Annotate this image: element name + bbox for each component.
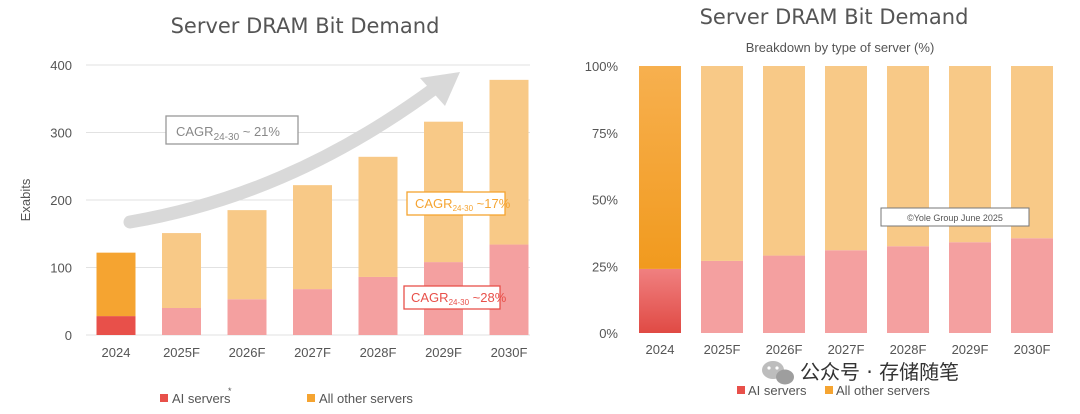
- source-note-text: ©Yole Group June 2025: [907, 213, 1003, 223]
- right-bar-ai-2030F: [1011, 238, 1053, 333]
- legend-other-label: All other servers: [319, 391, 413, 406]
- left-y-tick: 200: [50, 193, 72, 208]
- left-bar-ai-2027F: [293, 289, 332, 335]
- right-bar-other-2026F: [763, 66, 805, 256]
- cagr-total-sub: 24-30: [214, 132, 240, 143]
- left-x-tick: 2027F: [294, 345, 331, 360]
- right-x-tick: 2030F: [1014, 342, 1051, 357]
- svg-text:CAGR24-30 ~28%: CAGR24-30 ~28%: [411, 290, 507, 307]
- left-bar-other-2024: [96, 252, 136, 317]
- left-x-axis: 2024 2025F 2026F 2027F 2028F 2029F 2030F: [102, 345, 528, 360]
- left-bar-ai-2025F: [162, 308, 201, 335]
- right-bar-ai-2025F: [701, 260, 743, 333]
- right-bar-ai-2028F: [887, 246, 929, 333]
- left-x-tick: 2024: [102, 345, 131, 360]
- right-bar-ai-2024: [639, 268, 681, 333]
- right-x-tick: 2027F: [828, 342, 865, 357]
- left-y-axis-label: Exabits: [18, 178, 33, 221]
- right-y-tick: 0%: [599, 326, 618, 341]
- left-bar-other-2030F: [489, 79, 529, 245]
- right-bar-other-2025F: [701, 66, 743, 261]
- growth-arrow-icon: [123, 72, 460, 229]
- left-y-tick: 100: [50, 261, 72, 276]
- left-bar-ai-2026F: [227, 299, 267, 335]
- left-chart-title: Server DRAM Bit Demand: [171, 14, 440, 38]
- right-x-axis: 2024 2025F 2026F 2027F 2028F 2029F 2030F: [646, 342, 1051, 357]
- left-y-tick: 0: [65, 328, 72, 343]
- watermark-text: 公众号 · 存储随笔: [800, 360, 959, 384]
- left-bar-other-2025F: [162, 233, 201, 308]
- watermark: 公众号 · 存储随笔: [762, 360, 959, 385]
- wechat-icon: [762, 361, 794, 385]
- left-x-tick: 2025F: [163, 345, 200, 360]
- left-bar-other-2027F: [293, 185, 332, 290]
- svg-text:CAGR24-30 ~ 21%: CAGR24-30 ~ 21%: [176, 124, 280, 143]
- cagr-ai-sub: 24-30: [449, 298, 470, 307]
- right-legend-other-label: All other servers: [836, 383, 930, 398]
- right-chart-title: Server DRAM Bit Demand: [700, 5, 969, 29]
- left-x-tick: 2026F: [229, 345, 266, 360]
- left-y-tick: 400: [50, 58, 72, 73]
- left-legend: AI servers * All other servers: [160, 386, 413, 406]
- left-bar-other-2026F: [227, 210, 267, 300]
- right-x-tick: 2026F: [766, 342, 803, 357]
- cagr-ai-prefix: CAGR: [411, 290, 449, 305]
- right-chart-subtitle: Breakdown by type of server (%): [746, 40, 935, 55]
- right-y-axis: 0% 25% 50% 75% 100%: [585, 59, 619, 341]
- right-y-tick: 75%: [592, 126, 618, 141]
- right-y-tick: 100%: [585, 59, 619, 74]
- cagr-total-prefix: CAGR: [176, 124, 214, 139]
- cagr-other-suffix: ~17%: [473, 196, 511, 211]
- right-legend-other-swatch: [825, 386, 833, 394]
- right-bars: [639, 66, 1053, 333]
- right-legend: AI servers All other servers: [737, 383, 930, 398]
- right-y-tick: 25%: [592, 259, 618, 274]
- cagr-total-annotation: CAGR24-30 ~ 21%: [165, 115, 299, 145]
- right-chart: Server DRAM Bit Demand Breakdown by type…: [585, 5, 1053, 398]
- cagr-total-suffix: ~ 21%: [239, 124, 280, 139]
- right-bar-other-2027F: [825, 66, 867, 251]
- cagr-ai-annotation: CAGR24-30 ~28%: [403, 285, 507, 310]
- cagr-other-prefix: CAGR: [415, 196, 453, 211]
- left-x-tick: 2029F: [425, 345, 462, 360]
- legend-ai-label: AI servers: [172, 391, 231, 406]
- right-x-tick: 2024: [646, 342, 675, 357]
- left-y-tick: 300: [50, 126, 72, 141]
- cagr-other-sub: 24-30: [453, 204, 474, 213]
- right-bar-ai-2027F: [825, 250, 867, 333]
- left-bars: [96, 79, 529, 335]
- right-bar-ai-2029F: [949, 242, 991, 333]
- legend-other-swatch: [307, 394, 315, 402]
- right-bar-ai-2026F: [763, 255, 805, 333]
- right-legend-ai-swatch: [737, 386, 745, 394]
- left-bar-other-2028F: [358, 156, 398, 277]
- legend-ai-swatch: [160, 394, 168, 402]
- cagr-other-annotation: CAGR24-30 ~17%: [406, 191, 511, 216]
- left-x-tick: 2030F: [491, 345, 528, 360]
- right-bar-other-2024: [639, 66, 681, 269]
- right-x-tick: 2029F: [952, 342, 989, 357]
- right-legend-ai-label: AI servers: [748, 383, 807, 398]
- right-x-tick: 2025F: [704, 342, 741, 357]
- cagr-ai-suffix: ~28%: [469, 290, 507, 305]
- right-y-tick: 50%: [592, 193, 618, 208]
- left-bar-ai-2024: [96, 316, 136, 335]
- svg-text:CAGR24-30 ~17%: CAGR24-30 ~17%: [415, 196, 511, 213]
- legend-ai-asterisk: *: [228, 386, 232, 396]
- left-bar-ai-2028F: [358, 276, 398, 335]
- left-y-axis: 0 100 200 300 400: [50, 58, 72, 343]
- left-x-tick: 2028F: [360, 345, 397, 360]
- right-x-tick: 2028F: [890, 342, 927, 357]
- source-note: ©Yole Group June 2025: [880, 207, 1030, 227]
- left-chart: Server DRAM Bit Demand 0 100 200 300 400 Exa…: [18, 14, 530, 406]
